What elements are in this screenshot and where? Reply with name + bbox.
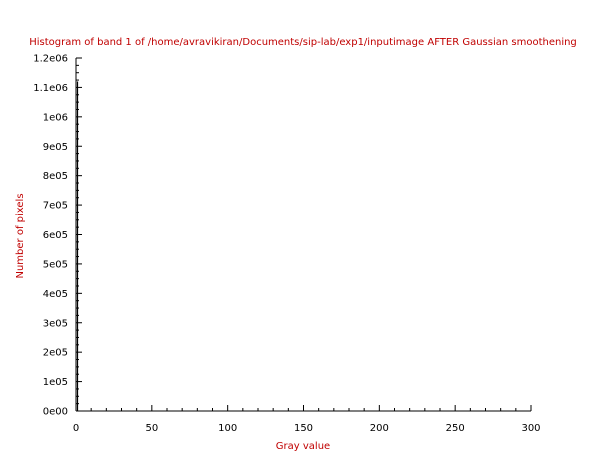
x-axis-label: Gray value (276, 441, 330, 452)
y-tick-label: 7e05 (43, 201, 68, 212)
x-tick-label: 250 (446, 423, 465, 434)
y-tick-label: 1.2e06 (33, 54, 68, 65)
x-tick-label: 50 (145, 423, 158, 434)
y-tick-label: 6e05 (43, 230, 68, 241)
plot-area: 0e00 1e05 2e05 3e05 4e05 5e05 6e05 7e05 8e05 9e05… (33, 54, 540, 435)
x-tick-label: 0 (73, 423, 79, 434)
y-tick-label: 2e05 (43, 348, 68, 359)
x-tick-label: 200 (370, 423, 389, 434)
chart-title: Histogram of band 1 of /home/avravikiran… (29, 37, 577, 48)
y-tick-label: 5e05 (43, 259, 68, 270)
y-tick-label: 3e05 (43, 318, 68, 329)
y-tick-label: 0e00 (43, 407, 68, 418)
y-tick-label: 1.1e06 (33, 83, 68, 94)
x-tick-label: 300 (521, 423, 540, 434)
y-tick-label: 4e05 (43, 289, 68, 300)
y-tick-label: 8e05 (43, 171, 68, 182)
x-tick-label: 150 (294, 423, 313, 434)
y-tick-label: 1e06 (43, 112, 68, 123)
y-axis-label: Number of pixels (15, 193, 26, 278)
x-tick-label: 100 (218, 423, 237, 434)
y-tick-label: 1e05 (43, 377, 68, 388)
y-tick-label: 9e05 (43, 142, 68, 153)
